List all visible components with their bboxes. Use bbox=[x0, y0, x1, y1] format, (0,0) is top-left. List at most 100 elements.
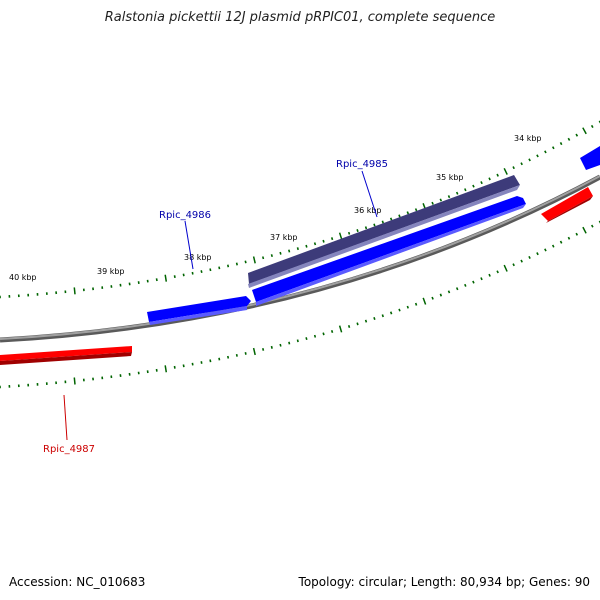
outer-minor-tick bbox=[262, 256, 265, 260]
gene-rpic-4986[interactable] bbox=[147, 296, 251, 322]
inner-minor-tick bbox=[389, 311, 393, 315]
outer-minor-tick bbox=[520, 162, 523, 166]
inner-minor-tick bbox=[439, 293, 443, 297]
inner-minor-tick bbox=[227, 355, 230, 359]
scale-label-39kbp: 39 kbp bbox=[97, 267, 125, 276]
gene-red-right[interactable] bbox=[541, 187, 593, 221]
outer-minor-tick bbox=[455, 191, 459, 195]
inner-minor-tick bbox=[373, 316, 376, 320]
scale-label-34kbp: 34 kbp bbox=[514, 134, 542, 143]
inner-minor-tick bbox=[431, 296, 434, 300]
outer-minor-tick bbox=[447, 195, 451, 199]
outer-minor-tick bbox=[296, 247, 299, 251]
outer-minor-tick bbox=[182, 273, 185, 277]
inner-minor-tick bbox=[590, 224, 594, 228]
inner-minor-tick bbox=[528, 255, 531, 259]
gene-blue-right[interactable] bbox=[580, 146, 600, 170]
gene-rpic-4987-shade bbox=[0, 352, 132, 365]
inner-minor-tick bbox=[364, 319, 368, 323]
backbone bbox=[0, 175, 600, 340]
outer-minor-tick bbox=[536, 154, 539, 158]
outer-minor-tick bbox=[209, 268, 212, 272]
gene-rpic-4986-shade bbox=[149, 306, 247, 325]
inner-minor-tick bbox=[288, 341, 291, 345]
inner-minor-tick bbox=[520, 259, 523, 263]
outer-minor-tick bbox=[381, 220, 384, 224]
inner-major-tick bbox=[73, 377, 76, 385]
outer-minor-tick bbox=[389, 217, 393, 221]
inner-minor-tick bbox=[279, 343, 282, 347]
inner-minor-tick bbox=[575, 232, 579, 236]
outer-major-tick bbox=[164, 274, 168, 282]
inner-minor-tick bbox=[209, 359, 212, 363]
inner-minor-tick bbox=[235, 353, 238, 357]
gene-rpic-4985-shade bbox=[256, 204, 526, 306]
outer-minor-tick bbox=[439, 198, 443, 202]
outer-minor-tick bbox=[347, 231, 351, 235]
outer-major-tick bbox=[503, 167, 508, 175]
gene-highlighted-shade bbox=[248, 185, 520, 288]
inner-minor-tick bbox=[347, 324, 351, 328]
inner-minor-tick bbox=[559, 240, 563, 244]
outer-minor-tick bbox=[431, 201, 434, 205]
outer-minor-tick bbox=[227, 264, 230, 268]
inner-minor-tick bbox=[330, 329, 334, 333]
outer-minor-tick bbox=[322, 239, 325, 243]
outer-minor-tick bbox=[472, 184, 475, 188]
inner-minor-tick bbox=[536, 252, 539, 256]
inner-minor-tick bbox=[398, 308, 401, 312]
outer-major-tick bbox=[73, 287, 76, 295]
gene-highlighted[interactable] bbox=[248, 175, 520, 284]
scale-label-37kbp: 37 kbp bbox=[270, 233, 298, 242]
outer-minor-tick bbox=[480, 181, 483, 185]
inner-minor-tick bbox=[182, 364, 185, 368]
leader-rpic-4985 bbox=[361, 170, 378, 218]
inner-minor-tick bbox=[544, 248, 547, 252]
scale-label-40kbp: 40 kbp bbox=[9, 273, 37, 282]
outer-minor-tick bbox=[288, 249, 291, 253]
inner-minor-tick bbox=[496, 270, 499, 274]
outer-minor-tick bbox=[528, 158, 531, 162]
inner-minor-tick bbox=[381, 314, 384, 318]
scale-label-38kbp: 38 kbp bbox=[184, 253, 212, 262]
inner-minor-tick bbox=[322, 332, 325, 336]
inner-major-tick bbox=[338, 325, 343, 333]
gene-rpic-4987[interactable] bbox=[0, 346, 132, 361]
map-title: Ralstonia pickettii 12J plasmid pRPIC01,… bbox=[104, 10, 496, 25]
inner-minor-tick bbox=[313, 334, 317, 338]
outer-minor-tick bbox=[559, 142, 563, 146]
gene-label-rpic-4986[interactable]: Rpic_4986 bbox=[159, 210, 211, 221]
outer-minor-tick bbox=[200, 270, 203, 273]
outer-major-tick bbox=[582, 127, 587, 135]
inner-minor-tick bbox=[551, 244, 555, 248]
scale-label-36kbp: 36 kbp bbox=[354, 206, 382, 215]
outer-scale-ring bbox=[0, 120, 600, 299]
outer-minor-tick bbox=[398, 214, 401, 218]
outer-minor-tick bbox=[305, 244, 308, 248]
inner-minor-tick bbox=[296, 339, 299, 343]
leader-rpic-4986 bbox=[184, 220, 194, 270]
outer-minor-tick bbox=[373, 223, 376, 227]
outer-minor-tick bbox=[488, 177, 491, 181]
inner-major-tick bbox=[252, 347, 256, 356]
accession-label: Accession: NC_010683 bbox=[9, 575, 146, 589]
topology-summary: Topology: circular; Length: 80,934 bp; G… bbox=[298, 575, 590, 589]
gene-label-rpic-4987[interactable]: Rpic_4987 bbox=[43, 444, 95, 455]
outer-minor-tick bbox=[218, 266, 221, 270]
inner-minor-tick bbox=[480, 277, 483, 281]
inner-major-tick bbox=[503, 264, 508, 272]
outer-minor-tick bbox=[575, 133, 579, 137]
outer-minor-tick bbox=[364, 226, 368, 230]
outer-minor-tick bbox=[590, 124, 594, 128]
inner-minor-tick bbox=[270, 345, 273, 349]
outer-minor-tick bbox=[406, 211, 410, 215]
gene-label-rpic-4985[interactable]: Rpic_4985 bbox=[336, 159, 388, 170]
inner-major-tick bbox=[164, 365, 168, 373]
gene-rpic-4985[interactable] bbox=[252, 196, 526, 302]
outer-minor-tick bbox=[313, 242, 317, 246]
outer-minor-tick bbox=[279, 251, 282, 255]
inner-minor-tick bbox=[406, 305, 409, 309]
inner-minor-tick bbox=[262, 348, 265, 351]
outer-minor-tick bbox=[270, 254, 273, 258]
